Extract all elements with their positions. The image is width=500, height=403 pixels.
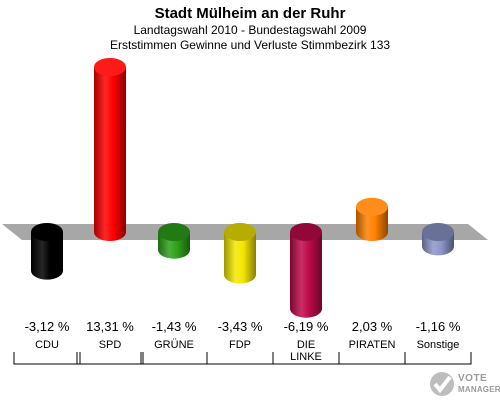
value-label: 13,31 % xyxy=(86,319,134,334)
bar-spd xyxy=(94,58,126,241)
bar-top xyxy=(224,223,256,241)
category-label: FDP xyxy=(229,339,251,351)
bar-grüne xyxy=(158,223,190,259)
bar-fdp xyxy=(224,223,256,284)
category-label: CDU xyxy=(35,339,59,351)
value-label: -3,43 % xyxy=(218,319,263,334)
bar-body xyxy=(31,232,63,280)
bar-sonstige xyxy=(422,223,454,256)
vote-manager-icon xyxy=(430,372,454,396)
bar-top xyxy=(356,197,388,216)
value-label: -6,19 % xyxy=(284,319,329,334)
category-label: Sonstige xyxy=(417,339,460,351)
bar-cdu xyxy=(31,223,63,280)
category-bracket xyxy=(76,352,144,365)
bar-top xyxy=(290,223,322,241)
value-label: 2,03 % xyxy=(352,319,393,334)
bar-body xyxy=(356,206,388,241)
category-label: SPD xyxy=(99,339,122,351)
bar-body xyxy=(290,232,322,318)
bar-top xyxy=(158,223,190,241)
category-bracket xyxy=(140,352,208,365)
category-bracket xyxy=(338,352,406,365)
bar-body xyxy=(224,232,256,284)
chart-header: Stadt Mülheim an der Ruhr Landtagswahl 2… xyxy=(0,0,500,53)
category-label: GRÜNE xyxy=(154,339,194,351)
vote-manager-wordmark: VOTE MANAGER xyxy=(458,373,500,395)
category-label: PIRATEN xyxy=(349,339,396,351)
bar-top xyxy=(422,223,454,241)
value-label: -3,12 % xyxy=(25,319,70,334)
value-label: -1,16 % xyxy=(416,319,461,334)
brand-line-1: VOTE xyxy=(458,373,488,384)
category-bracket xyxy=(404,352,472,365)
bar-die-linke xyxy=(290,223,322,318)
bar-top xyxy=(94,58,126,76)
vote-manager-logo: VOTE MANAGER xyxy=(428,370,500,400)
chart-subtitle-1: Landtagswahl 2010 - Bundestagswahl 2009 xyxy=(133,23,367,37)
category-label: LINKE xyxy=(290,351,322,363)
category-bracket xyxy=(13,352,81,365)
chart-subtitle-2: Erststimmen Gewinne und Verluste Stimmbe… xyxy=(109,38,391,52)
category-label: DIE xyxy=(297,339,315,351)
category-bracket xyxy=(206,352,274,365)
chart-title: Stadt Mülheim an der Ruhr xyxy=(154,5,346,22)
brand-line-2: MANAGER xyxy=(458,385,500,394)
value-label: -1,43 % xyxy=(152,319,197,334)
bar-body xyxy=(94,67,126,241)
bars xyxy=(31,58,454,318)
bar-piraten xyxy=(356,197,388,241)
bar-top xyxy=(31,223,63,241)
